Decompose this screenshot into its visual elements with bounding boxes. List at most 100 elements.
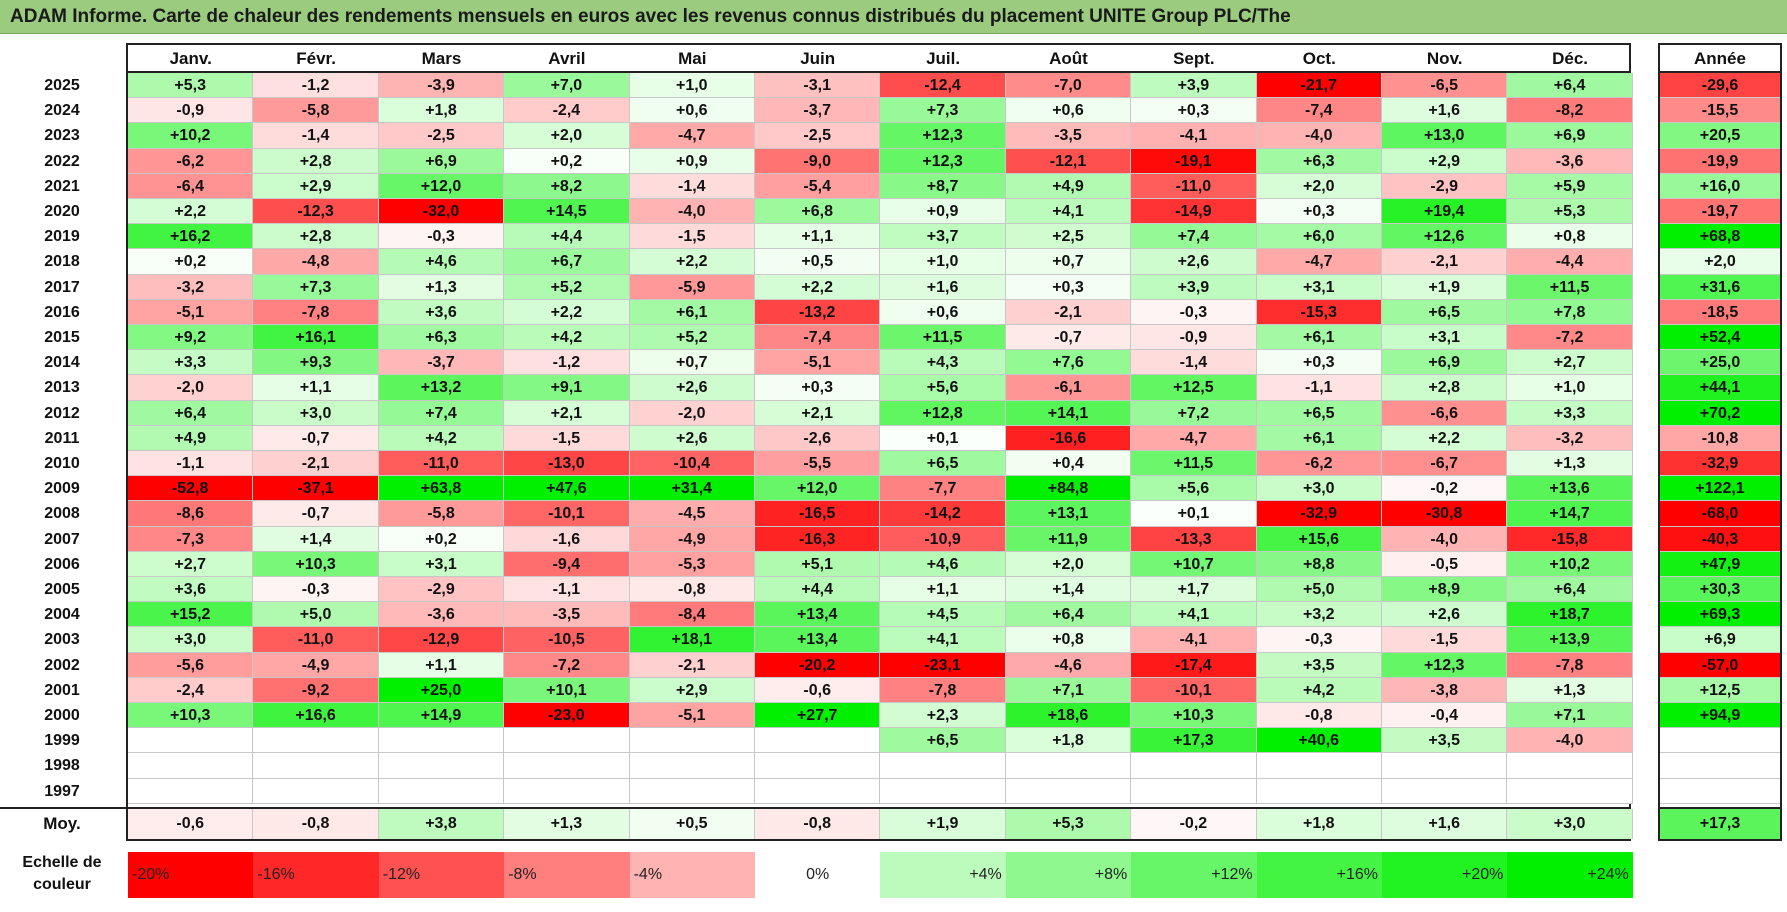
heatmap-cell: +0,6 — [880, 299, 1006, 325]
heatmap-cell: +16,1 — [253, 325, 379, 351]
heatmap-cell: +2,6 — [1382, 602, 1508, 628]
heatmap-cell: -10,9 — [880, 526, 1006, 552]
heatmap-cell: +1,1 — [253, 375, 379, 401]
heatmap-cell: +2,1 — [504, 400, 630, 426]
heatmap-cell: -2,1 — [1005, 299, 1132, 325]
heatmap-cell: -4,9 — [629, 526, 755, 552]
heatmap-cell: +4,3 — [880, 350, 1006, 376]
heatmap-cell: +3,6 — [128, 577, 254, 603]
year-label: 2009 — [44, 480, 80, 498]
heatmap-cell: +0,7 — [1005, 249, 1132, 275]
average-divider — [126, 807, 1631, 809]
heatmap-cell: -37,1 — [253, 476, 379, 502]
heatmap-cell: -0,7 — [253, 425, 379, 451]
heatmap-cell: +0,8 — [1507, 224, 1633, 250]
heatmap-cell: -9,2 — [253, 677, 379, 703]
heatmap-cell: -4,6 — [1005, 652, 1132, 678]
heatmap-cell: +18,7 — [1507, 602, 1633, 628]
heatmap-cell: +2,3 — [880, 703, 1006, 729]
color-scale-stop: -20% — [128, 852, 254, 898]
heatmap-cell: -2,9 — [1382, 173, 1508, 199]
heatmap-cell: +31,4 — [629, 476, 755, 502]
heatmap-cell: -16,6 — [1005, 425, 1132, 451]
heatmap-cell: +11,9 — [1005, 526, 1132, 552]
annual-cell: -29,6 — [1660, 73, 1780, 99]
heatmap-cell: -7,0 — [1005, 73, 1132, 99]
heatmap-cell: +4,6 — [378, 249, 505, 275]
annual-cell: +47,9 — [1660, 551, 1780, 577]
heatmap-cell: -5,9 — [629, 274, 755, 300]
year-label: 2003 — [44, 631, 80, 649]
year-label: 2001 — [44, 681, 80, 699]
annual-cell: -57,0 — [1660, 652, 1780, 678]
heatmap-cell: +6,4 — [1507, 73, 1633, 99]
color-scale-stop: 0% — [755, 852, 881, 898]
heatmap-cell: +13,2 — [378, 375, 505, 401]
heatmap-cell: -32,0 — [378, 199, 505, 225]
heatmap-cell: -19,1 — [1131, 148, 1257, 174]
heatmap-cell: +6,5 — [880, 451, 1006, 477]
year-label: 1998 — [44, 757, 80, 775]
heatmap-cell: +0,3 — [1131, 98, 1257, 124]
heatmap-cell — [1256, 778, 1382, 804]
heatmap-cell — [755, 778, 881, 804]
heatmap-cell: -1,4 — [1131, 350, 1257, 376]
heatmap-cell: +3,9 — [1131, 73, 1257, 99]
heatmap-cell: +11,5 — [1131, 451, 1257, 477]
heatmap-cell: +1,0 — [1507, 375, 1633, 401]
annual-header-divider — [1658, 71, 1782, 73]
annual-cell: -19,7 — [1660, 199, 1780, 225]
heatmap-cell: +7,1 — [1507, 703, 1633, 729]
heatmap-cell: -0,3 — [1131, 299, 1257, 325]
heatmap-cell: -16,5 — [755, 501, 881, 527]
heatmap-cell: -1,2 — [504, 350, 630, 376]
heatmap-cell: -13,0 — [504, 451, 630, 477]
heatmap-cell: +6,4 — [1507, 577, 1633, 603]
heatmap-cell: -11,0 — [1131, 173, 1257, 199]
annual-cell: -19,9 — [1660, 148, 1780, 174]
color-scale-stop: -16% — [253, 852, 379, 898]
year-label: 2018 — [44, 253, 80, 271]
heatmap-cell: -6,6 — [1382, 400, 1508, 426]
annual-cell: +69,3 — [1660, 602, 1780, 628]
heatmap-cell: -2,9 — [378, 577, 505, 603]
heatmap-cell: +11,5 — [1507, 274, 1633, 300]
annual-cell: +30,3 — [1660, 577, 1780, 603]
heatmap-cell: -13,3 — [1131, 526, 1257, 552]
heatmap-cell: +2,2 — [755, 274, 881, 300]
heatmap-cell: +13,4 — [755, 627, 881, 653]
heatmap-cell: +0,6 — [629, 98, 755, 124]
heatmap-cell: -0,3 — [378, 224, 505, 250]
heatmap-cell: -8,2 — [1507, 98, 1633, 124]
heatmap-cell: +2,2 — [128, 199, 254, 225]
year-label: 2005 — [44, 581, 80, 598]
year-label: 2000 — [44, 707, 80, 724]
heatmap-cell: +4,9 — [128, 425, 254, 451]
heatmap-cell: -7,8 — [880, 677, 1006, 703]
heatmap-cell: +3,3 — [128, 350, 254, 376]
heatmap-cell: -2,1 — [629, 652, 755, 678]
heatmap-cell — [629, 728, 755, 754]
heatmap-cell — [253, 778, 379, 804]
heatmap-cell: -10,1 — [1131, 677, 1257, 703]
heatmap-cell: +0,9 — [629, 148, 755, 174]
heatmap-cell — [1507, 753, 1633, 779]
heatmap-cell: -3,5 — [1005, 123, 1132, 149]
heatmap-cell — [504, 753, 630, 779]
annual-cell: +31,6 — [1660, 274, 1780, 300]
left-divider — [0, 807, 126, 809]
annual-cell: +94,9 — [1660, 703, 1780, 729]
heatmap-cell: +12,0 — [378, 173, 505, 199]
heatmap-cell: +7,3 — [880, 98, 1006, 124]
heatmap-cell: +2,5 — [1005, 224, 1132, 250]
heatmap-cell: +6,5 — [1382, 299, 1508, 325]
heatmap-cell: -3,1 — [755, 73, 881, 99]
year-label: 2010 — [44, 455, 80, 472]
heatmap-cell: +1,8 — [378, 98, 505, 124]
heatmap-cell: +6,3 — [378, 325, 505, 351]
heatmap-cell: +12,0 — [755, 476, 881, 502]
heatmap-cell: +3,9 — [1131, 274, 1257, 300]
heatmap-cell: +6,0 — [1256, 224, 1382, 250]
title-bar: ADAM Informe. Carte de chaleur des rende… — [0, 0, 1787, 34]
heatmap-cell: -7,2 — [1507, 325, 1633, 351]
